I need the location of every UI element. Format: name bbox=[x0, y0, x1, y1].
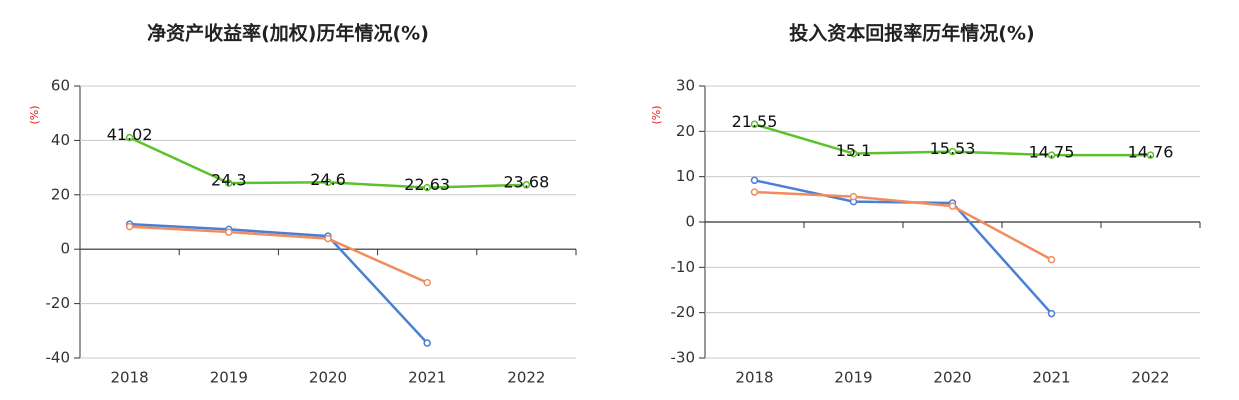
series-line bbox=[129, 222, 429, 344]
point bbox=[423, 339, 431, 347]
data-label: 24.3 bbox=[211, 171, 247, 190]
data-label: 14.76 bbox=[1128, 143, 1174, 162]
point bbox=[423, 183, 431, 192]
data-label: 41.02 bbox=[107, 125, 153, 144]
point bbox=[948, 147, 957, 156]
point bbox=[1047, 151, 1056, 159]
point bbox=[1047, 255, 1056, 264]
x-tick-label: 2018 bbox=[735, 369, 773, 387]
y-axis-label: (%) bbox=[650, 105, 663, 124]
x-tick-label: 2021 bbox=[1032, 369, 1070, 387]
y-tick-label: 20 bbox=[51, 185, 70, 203]
point bbox=[750, 120, 759, 129]
chart-title: 净资产收益率(加权)历年情况(%) bbox=[147, 22, 429, 45]
data-label: 24.6 bbox=[310, 170, 346, 189]
point bbox=[324, 234, 332, 243]
y-tick-label: 0 bbox=[685, 213, 695, 231]
point bbox=[849, 192, 858, 201]
point bbox=[750, 176, 759, 185]
data-label: 14.75 bbox=[1029, 143, 1075, 162]
x-tick-label: 2022 bbox=[1131, 369, 1169, 387]
chart-title: 投入资本回报率历年情况(%) bbox=[789, 22, 1034, 45]
point bbox=[750, 188, 759, 196]
point bbox=[225, 228, 233, 236]
point bbox=[324, 178, 332, 187]
y-tick-label: 60 bbox=[51, 77, 70, 95]
point bbox=[1146, 151, 1155, 159]
y-tick-label: -30 bbox=[671, 349, 696, 367]
point bbox=[849, 149, 858, 158]
y-tick-label: 10 bbox=[676, 167, 695, 185]
point bbox=[225, 179, 233, 187]
point bbox=[948, 202, 957, 210]
point bbox=[423, 278, 431, 287]
y-tick-label: 30 bbox=[676, 77, 695, 95]
y-tick-label: -20 bbox=[671, 303, 696, 321]
y-tick-label: 40 bbox=[51, 131, 70, 149]
x-tick-label: 2019 bbox=[210, 369, 248, 387]
data-label: 22.63 bbox=[404, 175, 450, 194]
x-tick-label: 2022 bbox=[507, 369, 545, 387]
y-tick-label: 20 bbox=[676, 122, 695, 140]
series-line bbox=[754, 190, 1053, 261]
y-tick-label: -10 bbox=[671, 258, 696, 276]
data-label: 23.68 bbox=[503, 172, 549, 191]
y-tick-label: -40 bbox=[46, 349, 71, 367]
x-tick-label: 2018 bbox=[111, 369, 149, 387]
point bbox=[125, 222, 134, 231]
y-tick-label: -20 bbox=[46, 294, 71, 312]
data-label: 15.1 bbox=[836, 141, 872, 160]
x-tick-label: 2021 bbox=[408, 369, 446, 387]
series-line bbox=[129, 225, 428, 284]
point bbox=[1047, 309, 1056, 318]
x-tick-label: 2019 bbox=[834, 369, 872, 387]
data-label: 21.55 bbox=[732, 112, 778, 131]
point bbox=[125, 133, 134, 142]
point bbox=[522, 181, 531, 189]
y-tick-label: 0 bbox=[60, 240, 70, 258]
x-tick-label: 2020 bbox=[933, 369, 971, 387]
x-tick-label: 2020 bbox=[309, 369, 347, 387]
data-label: 15.53 bbox=[930, 139, 976, 158]
y-axis-label: (%) bbox=[28, 105, 41, 124]
